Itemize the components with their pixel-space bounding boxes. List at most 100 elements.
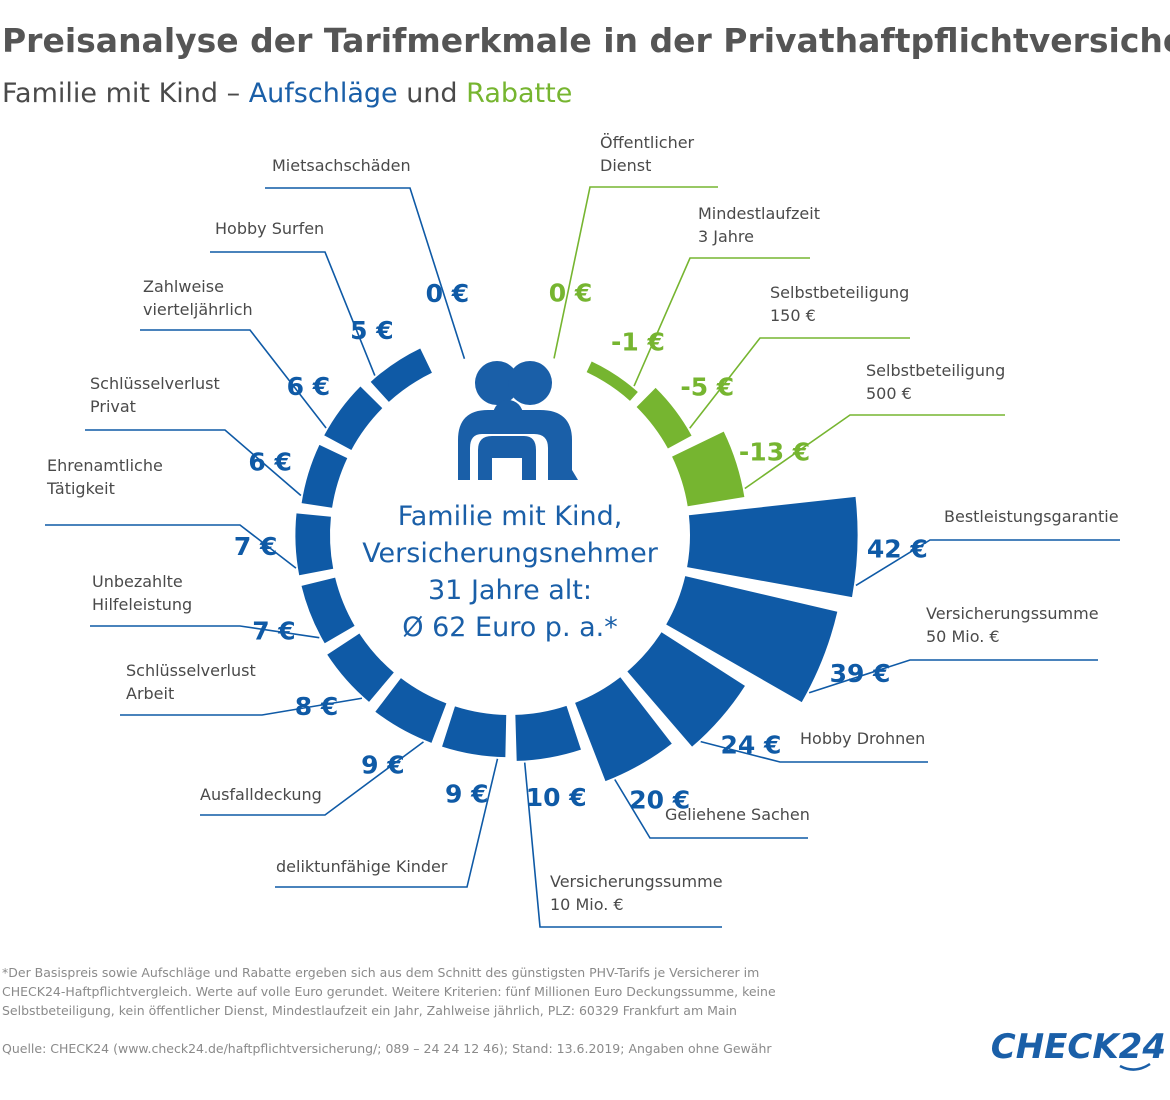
value-label: 9 €	[361, 750, 405, 779]
label-line: Versicherungssumme	[550, 872, 723, 891]
label-line: Öffentlicher	[600, 133, 695, 152]
bar	[301, 577, 355, 644]
label-line: Hilfeleistung	[92, 595, 192, 614]
label-line: 150 €	[770, 306, 816, 325]
leader-line	[85, 429, 302, 497]
subtitle-part: Rabatte	[466, 78, 572, 109]
bar	[327, 633, 394, 702]
leader-line	[265, 187, 466, 360]
source: Quelle: CHECK24 (www.check24.de/haftpfli…	[2, 1041, 772, 1056]
chart-title: Preisanalyse der Tarifmerkmale in der Pr…	[2, 21, 1170, 60]
bar	[627, 632, 745, 747]
bar	[672, 431, 745, 507]
category-label: Ehrenamtliche Tätigkeit	[46, 456, 163, 498]
category-label: Hobby Drohnen	[800, 729, 925, 748]
value-label: 8 €	[295, 692, 339, 721]
category-label: Geliehene Sachen	[665, 805, 810, 824]
subtitle-part: und	[398, 78, 467, 109]
label-line: Mindestlaufzeit	[698, 204, 820, 223]
bar	[575, 677, 672, 782]
label-line: Arbeit	[126, 684, 174, 703]
label-line: Privat	[90, 397, 136, 416]
footnote: *Der Basispreis sowie Aufschläge und Rab…	[2, 965, 759, 980]
leader-line	[275, 758, 499, 888]
category-label: Unbezahlte Hilfeleistung	[92, 572, 192, 614]
subtitle-part: Aufschläge	[249, 78, 398, 109]
value-label: -5 €	[680, 372, 734, 401]
bar	[515, 705, 581, 761]
label-line: Hobby Surfen	[215, 219, 324, 238]
label-line: Unbezahlte	[92, 572, 183, 591]
category-label: Selbstbeteiligung 150 €	[770, 283, 909, 325]
category-label: Ausfalldeckung	[200, 785, 322, 804]
leader-line	[700, 740, 928, 763]
label-line: Bestleistungsgarantie	[944, 507, 1119, 526]
label-line: Schlüsselverlust	[126, 661, 256, 680]
logo-swoosh	[1119, 1062, 1151, 1071]
category-label: deliktunfähige Kinder	[276, 857, 448, 876]
leader-line	[808, 659, 1098, 694]
category-label: Zahlweise vierteljährlich	[143, 277, 253, 319]
center-text: 31 Jahre alt:	[428, 575, 592, 606]
leader-line	[120, 697, 363, 716]
label-line: Schlüsselverlust	[90, 374, 220, 393]
leader-line	[744, 414, 1005, 490]
value-label: -13 €	[739, 438, 810, 467]
label-line: 3 Jahre	[698, 227, 754, 246]
leader-line	[140, 329, 327, 429]
label-line: Selbstbeteiligung	[770, 283, 909, 302]
bar	[301, 444, 348, 508]
subtitle-part: Familie mit Kind –	[2, 78, 249, 109]
label-line: deliktunfähige Kinder	[276, 857, 448, 876]
leader-line	[855, 539, 1120, 587]
value-label: -1 €	[611, 328, 665, 357]
label-line: Versicherungssumme	[926, 604, 1099, 623]
value-label: 6 €	[248, 448, 292, 477]
center-text: Ø 62 Euro p. a.*	[402, 612, 618, 643]
footnote: Selbstbeteiligung, kein öffentlicher Die…	[2, 1003, 737, 1018]
center-text: Versicherungsnehmer	[362, 538, 659, 569]
label-line: 10 Mio. €	[550, 895, 624, 914]
leader-line	[614, 779, 808, 839]
category-label: Versicherungssumme 50 Mio. €	[926, 604, 1099, 646]
label-line: Hobby Drohnen	[800, 729, 925, 748]
label-line: Dienst	[600, 156, 651, 175]
leader-line	[633, 257, 810, 387]
bar	[586, 361, 638, 401]
leader-line	[200, 741, 424, 816]
value-label: 20 €	[629, 786, 690, 815]
label-line: vierteljährlich	[143, 300, 253, 319]
center-text: Familie mit Kind,	[398, 501, 623, 532]
footnote: CHECK24-Haftpflichtvergleich. Werte auf …	[2, 984, 776, 999]
logo: CHECK24	[991, 1027, 1166, 1067]
category-label: Öffentlicher Dienst	[600, 133, 695, 175]
leader-line	[523, 762, 722, 928]
label-line: Selbstbeteiligung	[866, 361, 1005, 380]
category-label: Schlüsselverlust Arbeit	[126, 661, 256, 703]
leader-line	[45, 524, 297, 569]
category-label: Selbstbeteiligung 500 €	[866, 361, 1005, 403]
label-line: 50 Mio. €	[926, 627, 1000, 646]
leader-line	[210, 251, 376, 376]
label-line: Ehrenamtliche	[47, 456, 163, 475]
category-label: Mindestlaufzeit 3 Jahre	[698, 204, 820, 246]
category-label: Hobby Surfen	[215, 219, 324, 238]
category-label: Mietsachschäden	[272, 156, 411, 175]
value-label: 10 €	[526, 783, 587, 812]
family-icon	[458, 361, 578, 480]
label-line: Mietsachschäden	[272, 156, 411, 175]
chart-subtitle: Familie mit Kind – Aufschläge und Rabatt…	[2, 78, 572, 109]
bar	[324, 386, 383, 450]
leader-line	[689, 337, 910, 429]
bar	[295, 513, 334, 576]
label-line: Zahlweise	[143, 277, 224, 296]
category-label: Schlüsselverlust Privat	[90, 374, 220, 416]
bar	[666, 576, 838, 703]
category-label: Versicherungssumme 10 Mio. €	[550, 872, 723, 914]
leader-line	[553, 186, 718, 359]
bar	[375, 678, 447, 743]
label-line: Ausfalldeckung	[200, 785, 322, 804]
bar	[687, 496, 858, 598]
bar	[442, 706, 507, 758]
